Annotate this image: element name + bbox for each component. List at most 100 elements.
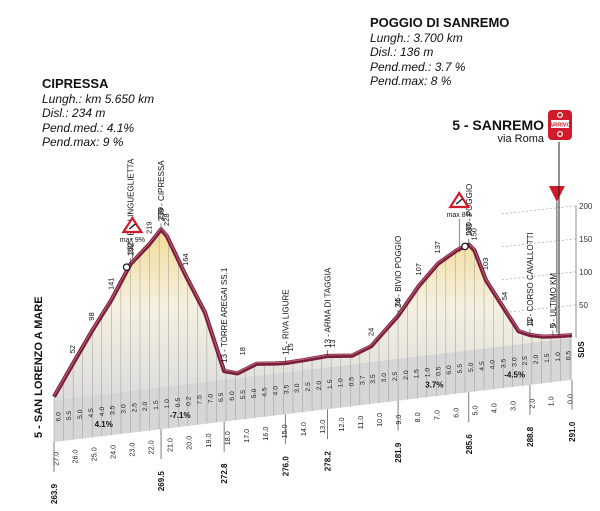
warning-triangle-icon: [121, 215, 144, 234]
segment-km-label: 7.5: [196, 395, 203, 405]
slope-glyph: [455, 198, 463, 205]
baseline-band-fill: [54, 337, 572, 442]
remaining-km-label: 2.0: [528, 399, 537, 409]
altitude-label: 164: [181, 253, 190, 266]
landmark-label: 160 - POGGIO: [465, 184, 474, 237]
segment-km-label: 3.0: [381, 373, 388, 383]
altitude-label: 107: [414, 263, 423, 276]
remaining-km-label: 23.0: [128, 443, 137, 457]
segment-km-label: 1.5: [327, 379, 334, 389]
landmark-label: 24 - BIVIO POGGIO: [394, 236, 403, 308]
summit-max-label: max 8%: [447, 212, 472, 219]
segment-km-label: 6.0: [446, 365, 453, 375]
segment-km-label: 1.0: [164, 399, 171, 409]
segment-km-label: 0.5: [349, 377, 356, 387]
segment-km-label: 1.5: [544, 353, 551, 363]
climb-length: Lungh.: km 5.650 km: [42, 91, 155, 106]
segment-km-label: 2.5: [522, 356, 529, 366]
remaining-km-label: 10.0: [375, 413, 384, 427]
y-tick-label: 150: [579, 235, 593, 244]
segment-km-label: 3.0: [120, 404, 127, 414]
summit-marker: [461, 242, 469, 251]
segment-km-label: 4.0: [272, 386, 279, 396]
segment-km-label: 3.0: [511, 357, 518, 367]
climb-title: POGGIO DI SANREMO: [370, 15, 510, 30]
segment-km-label: 2.0: [316, 381, 323, 391]
altitude-label: 103: [481, 258, 490, 271]
segment-km-label: 1.0: [425, 368, 432, 378]
remaining-km-label: 3.0: [508, 401, 517, 411]
altitude-label: 98: [87, 312, 96, 320]
segment-km-label: 1.0: [555, 352, 562, 362]
y-tick-label: 200: [579, 202, 593, 211]
segment-km-label: 5.0: [251, 388, 258, 398]
climb-avg-grade: Pend.med.: 3.7 %: [370, 59, 466, 74]
start-label: 5 - SAN LORENZO A MARE: [33, 296, 45, 438]
remaining-km-label: 24.0: [109, 445, 118, 459]
remaining-km-label: 27.0: [51, 452, 60, 466]
climb-elevation: Disl.: 234 m: [42, 106, 106, 120]
arrivo-text: ARRIVO: [549, 123, 571, 129]
climb-avg-grade: Pend.med.: 4.1%: [42, 120, 135, 135]
profile-line: [52, 227, 573, 398]
altitude-label: 12: [525, 317, 534, 325]
remaining-km-label: 1.0: [547, 396, 556, 406]
axis-gridline: [501, 304, 577, 314]
remaining-km-label: 16.0: [261, 427, 270, 441]
altitude-label: 160: [464, 222, 473, 235]
landmark-label: 13 - TORRE AREGAI SS.1: [220, 267, 229, 363]
altitude-label: 141: [106, 278, 115, 291]
climb-max-grade: Pend.max: 9 %: [42, 135, 124, 149]
segment-km-label: 5.5: [457, 364, 464, 374]
altitude-label: 18: [238, 347, 247, 355]
profile-stroke: [52, 227, 573, 398]
remaining-km-label: 13.0: [318, 420, 327, 434]
segment-km-label: 0.2: [186, 396, 193, 406]
remaining-km-label: 21.0: [166, 438, 175, 452]
climb-elevation: Disl.: 136 m: [370, 45, 434, 59]
landmark-label: 13 - ARMA DI TAGGIA: [323, 267, 332, 348]
remaining-km-label: 7.0: [432, 410, 441, 420]
key-km-label: 278.2: [323, 451, 332, 472]
segment-km-label: 6.0: [55, 412, 62, 422]
key-km-label: 285.6: [465, 434, 474, 455]
segment-km-label: 3.5: [370, 374, 377, 384]
climb-info-poggio: POGGIO DI SANREMO Lungh.: 3.700 km Disl.…: [370, 15, 510, 89]
axis-gridline: [501, 205, 577, 215]
segment-km-label: 5.5: [66, 411, 73, 421]
segment-km-label: 2.5: [392, 371, 399, 381]
climb-title: CIPRESSA: [42, 76, 109, 91]
y-tick-label: 50: [579, 301, 588, 310]
altitude-label: 13: [328, 340, 337, 348]
segment-km-label: 0.5: [435, 366, 442, 376]
landmark-label: 239 - CIPRESSA: [157, 160, 166, 222]
altitude-axis: 50 100 150 200: [501, 202, 593, 338]
arrivo-icon: ARRIVO: [548, 110, 572, 140]
climb-info-cipressa: CIPRESSA Lungh.: km 5.650 km Disl.: 234 …: [42, 76, 155, 150]
finish-info: 5 - SANREMO via Roma: [440, 117, 544, 145]
segment-km-label: 2.5: [305, 382, 312, 392]
gradient-label: -4.5%: [504, 371, 525, 380]
altitude-label: 15: [286, 343, 295, 351]
key-km-label: 276.0: [281, 456, 290, 477]
climb-max-grade: Pend.max: 8 %: [370, 74, 452, 88]
segment-km-label: 7.0: [207, 394, 214, 404]
altitude-label: 24: [366, 328, 375, 336]
segment-km-label: 2.0: [403, 370, 410, 380]
remaining-km-label: 12.0: [337, 417, 346, 431]
summit-max-label: max 9%: [120, 237, 145, 244]
gradient-label: 4.1%: [95, 420, 113, 429]
key-km-label: 272.8: [220, 463, 229, 484]
altitude-label: 137: [433, 241, 442, 254]
segment-km-label: 4.5: [88, 408, 95, 418]
climb-length: Lungh.: 3.700 km: [370, 30, 463, 45]
segment-km-label: 3.5: [501, 358, 508, 368]
finish-subtitle: via Roma: [497, 133, 544, 145]
segment-km-label: 3.5: [110, 405, 117, 415]
landmark-label: 11 - CORSO CAVALLOTTI: [526, 232, 535, 327]
key-km-label: 263.9: [50, 483, 59, 504]
landmark-label: 5 - ULTIMO KM: [549, 273, 558, 329]
key-km-label: 291.0: [568, 421, 577, 442]
segment-km-label: 3.7: [359, 375, 366, 385]
gradient-label: 3.7%: [425, 380, 443, 389]
